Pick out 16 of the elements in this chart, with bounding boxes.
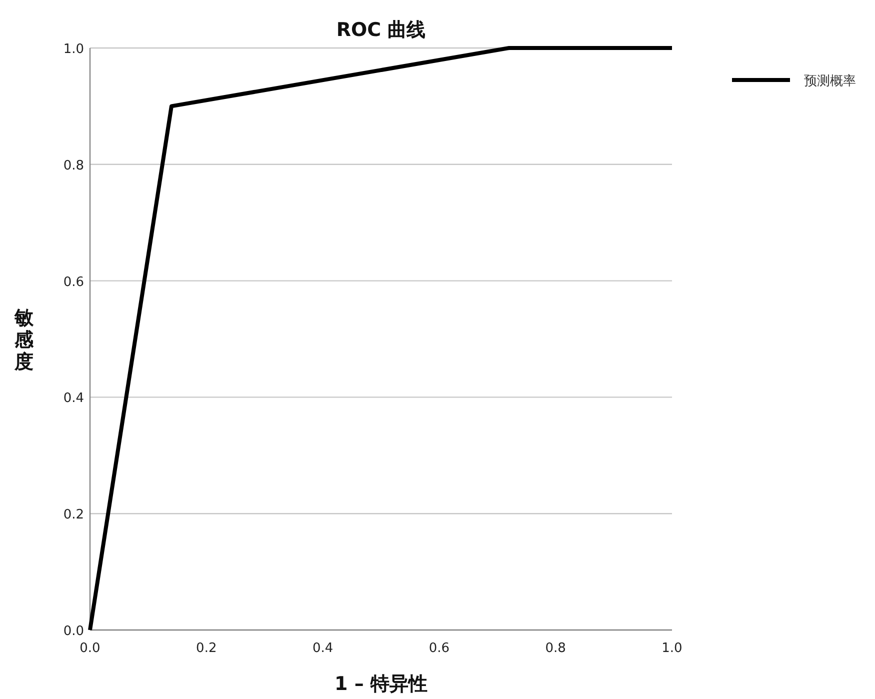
x-tick-label: 0.0 [80, 641, 100, 656]
x-axis-title: 1 – 特异性 [334, 673, 428, 695]
x-tick-label: 0.4 [312, 641, 334, 656]
x-tick-label: 0.6 [428, 641, 450, 656]
y-tick-label: 0.8 [63, 158, 84, 174]
legend-label: 预测概率 [804, 73, 856, 89]
y-axis-title: 敏感度 [14, 307, 34, 373]
y-tick-label: 1.0 [63, 42, 84, 57]
y-tick-label: 0.4 [63, 391, 84, 406]
y-tick-label: 0.2 [63, 508, 84, 523]
y-tick-label: 0.6 [63, 274, 84, 290]
x-tick-label: 0.2 [196, 641, 217, 656]
chart-title: ROC 曲线 [336, 19, 426, 41]
x-tick-label: 0.8 [545, 641, 566, 656]
y-tick-label: 0.0 [63, 624, 84, 639]
x-tick-label: 1.0 [662, 641, 682, 656]
